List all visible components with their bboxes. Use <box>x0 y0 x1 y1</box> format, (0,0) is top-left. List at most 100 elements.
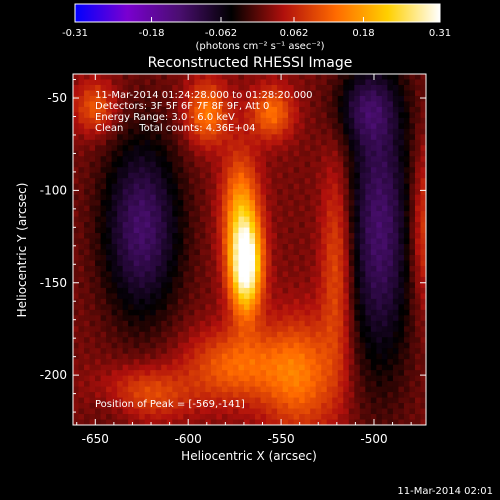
heatmap-cell <box>84 315 91 322</box>
heatmap-cell <box>337 419 344 425</box>
heatmap-cell <box>409 128 416 135</box>
heatmap-cell <box>243 244 251 251</box>
heatmap-cell <box>343 112 350 119</box>
heatmap-cell <box>398 244 405 251</box>
heatmap-cell <box>216 200 223 207</box>
heatmap-cell <box>348 112 355 119</box>
heatmap-cell <box>139 150 146 157</box>
heatmap-cell <box>282 287 289 294</box>
heatmap-cell <box>111 348 118 355</box>
heatmap-cell <box>100 139 107 146</box>
heatmap-cell <box>304 348 311 355</box>
heatmap-cell <box>414 249 422 256</box>
heatmap-cell <box>78 200 85 207</box>
heatmap-cell <box>111 353 118 360</box>
heatmap-cell <box>155 172 162 179</box>
heatmap-cell <box>111 265 118 273</box>
heatmap-cell <box>315 381 322 388</box>
heatmap-cell <box>321 74 328 81</box>
heatmap-cell <box>84 90 91 97</box>
heatmap-cell <box>398 161 405 168</box>
heatmap-cell <box>310 74 317 81</box>
heatmap-cell <box>111 392 118 399</box>
heatmap-cell <box>403 254 411 262</box>
heatmap-cell <box>348 222 355 229</box>
heatmap-cell <box>117 271 124 278</box>
heatmap-cell <box>304 189 311 196</box>
heatmap-cell <box>150 287 157 294</box>
heatmap-cell <box>321 419 328 425</box>
heatmap-cell <box>172 106 179 113</box>
heatmap-cell <box>111 381 118 388</box>
heatmap-cell <box>172 331 179 338</box>
heatmap-cell <box>150 183 157 190</box>
heatmap-cell <box>177 359 184 366</box>
heatmap-cell <box>293 211 300 218</box>
heatmap-cell <box>365 298 372 305</box>
heatmap-cell <box>376 386 383 393</box>
heatmap-cell <box>304 238 311 245</box>
heatmap-cell <box>172 282 179 289</box>
heatmap-cell <box>343 375 350 382</box>
heatmap-cell <box>299 211 306 218</box>
heatmap-cell <box>409 227 416 234</box>
heatmap-cell <box>95 238 102 245</box>
heatmap-cell <box>106 84 113 92</box>
heatmap-cell <box>172 348 179 355</box>
heatmap-cell <box>166 194 173 201</box>
heatmap-cell <box>117 139 124 146</box>
heatmap-cell <box>150 222 157 229</box>
heatmap-cell <box>337 403 344 410</box>
heatmap-cell <box>199 117 206 124</box>
heatmap-cell <box>144 265 151 273</box>
heatmap-cell <box>310 315 317 322</box>
heatmap-cell <box>392 222 400 229</box>
heatmap-cell <box>133 337 140 344</box>
heatmap-cell <box>304 233 311 240</box>
heatmap-cell <box>106 397 113 404</box>
heatmap-cell <box>376 403 383 410</box>
heatmap-cell <box>133 74 140 81</box>
heatmap-cell <box>111 403 118 410</box>
heatmap-cell <box>166 342 173 349</box>
heatmap-cell <box>343 156 350 163</box>
heatmap-cell <box>288 145 295 152</box>
heatmap-cell <box>139 117 146 124</box>
heatmap-cell <box>183 167 190 174</box>
heatmap-cell <box>392 117 400 124</box>
heatmap-cell <box>370 309 377 316</box>
heatmap-cell <box>117 348 124 355</box>
heatmap-cell <box>288 200 295 207</box>
heatmap-cell <box>282 254 289 262</box>
heatmap-cell <box>210 364 218 371</box>
heatmap-cell <box>161 84 168 92</box>
heatmap-cell <box>144 117 151 124</box>
heatmap-cell <box>205 194 212 201</box>
heatmap-cell <box>84 370 91 377</box>
heatmap-cell <box>78 397 85 404</box>
x-axis-label: Heliocentric X (arcsec) <box>181 449 317 463</box>
heatmap-cell <box>161 79 168 86</box>
heatmap-cell <box>420 200 426 207</box>
colorbar-units-label: (photons cm⁻² s⁻¹ asec⁻²) <box>195 41 324 52</box>
heatmap-cell <box>183 145 190 152</box>
heatmap-cell <box>266 370 273 377</box>
heatmap-cell <box>249 304 256 311</box>
heatmap-cell <box>398 178 405 185</box>
heatmap-cell <box>348 364 355 371</box>
heatmap-cell <box>161 101 168 108</box>
heatmap-cell <box>150 386 157 393</box>
heatmap-cell <box>111 117 118 124</box>
heatmap-cell <box>89 298 96 305</box>
heatmap-cell <box>232 90 240 97</box>
heatmap-cell <box>348 370 355 377</box>
heatmap-cell <box>205 189 212 196</box>
heatmap-cell <box>310 167 317 174</box>
heatmap-cell <box>387 106 394 113</box>
heatmap-cell <box>227 271 234 278</box>
heatmap-cell <box>321 123 328 130</box>
heatmap-cell <box>122 205 129 212</box>
heatmap-cell <box>343 84 350 92</box>
heatmap-cell <box>343 249 350 256</box>
heatmap-cell <box>326 392 333 399</box>
